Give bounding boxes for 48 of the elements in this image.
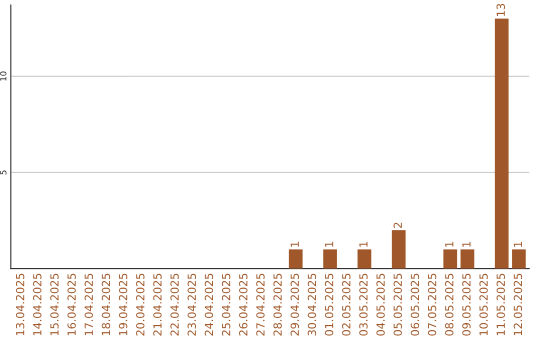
bar — [494, 18, 509, 269]
x-tick-label: 29.04.2025 — [290, 274, 299, 336]
data-label: 2 — [394, 222, 402, 228]
x-tick-label: 17.04.2025 — [84, 274, 93, 336]
x-tick-label: 22.04.2025 — [170, 274, 179, 336]
x-tick-label: 25.04.2025 — [222, 274, 230, 336]
data-label: 1 — [359, 242, 368, 247]
data-label: 1 — [462, 242, 470, 247]
x-tick-label: 16.04.2025 — [67, 274, 76, 336]
bar — [358, 249, 372, 269]
x-tick-label: 28.04.2025 — [273, 274, 282, 336]
data-label: 13 — [496, 4, 505, 16]
x-tick-label: 10.05.2025 — [479, 274, 488, 336]
x-tick-label: 04.05.2025 — [376, 274, 385, 336]
x-tick-label: 26.04.2025 — [239, 274, 248, 336]
bar — [288, 249, 303, 269]
bar — [392, 230, 406, 269]
x-tick-label: 27.04.2025 — [256, 274, 265, 336]
data-label: 1 — [325, 242, 334, 247]
bar — [512, 249, 526, 269]
x-tick-label: 12.05.2025 — [514, 274, 522, 336]
x-tick-label: 02.05.2025 — [342, 274, 350, 336]
x-tick-label: 21.04.2025 — [153, 274, 162, 336]
x-tick-label: 19.04.2025 — [118, 274, 128, 336]
x-tick-label: 23.04.2025 — [188, 274, 196, 336]
x-tick-label: 01.05.2025 — [324, 274, 334, 336]
x-tick-label: 05.05.2025 — [394, 274, 402, 336]
x-tick-label: 03.05.2025 — [359, 274, 368, 336]
x-tick-label: 07.05.2025 — [428, 274, 436, 336]
y-tick-label: 5 — [0, 170, 6, 174]
x-tick-label: 30.04.2025 — [308, 274, 316, 336]
x-tick-label: 14.04.2025 — [33, 274, 42, 336]
x-tick-label: 09.05.2025 — [462, 274, 471, 336]
bar — [323, 249, 337, 269]
x-tick-label: 15.04.2025 — [50, 274, 59, 336]
x-tick-label: 11.05.2025 — [496, 274, 505, 336]
x-tick-label: 24.04.2025 — [204, 274, 214, 336]
x-tick-label: 20.04.2025 — [136, 274, 144, 336]
x-tick-label: 13.04.2025 — [16, 274, 24, 336]
x-tick-label: 18.04.2025 — [102, 274, 110, 336]
x-tick-label: 06.05.2025 — [410, 274, 420, 336]
data-label: 1 — [445, 242, 454, 247]
bar — [460, 249, 474, 269]
x-tick-label: 08.05.2025 — [445, 274, 454, 336]
data-label: 1 — [290, 242, 299, 247]
bar — [443, 249, 458, 269]
data-label: 1 — [514, 242, 522, 247]
y-tick-label: 10 — [0, 72, 6, 81]
